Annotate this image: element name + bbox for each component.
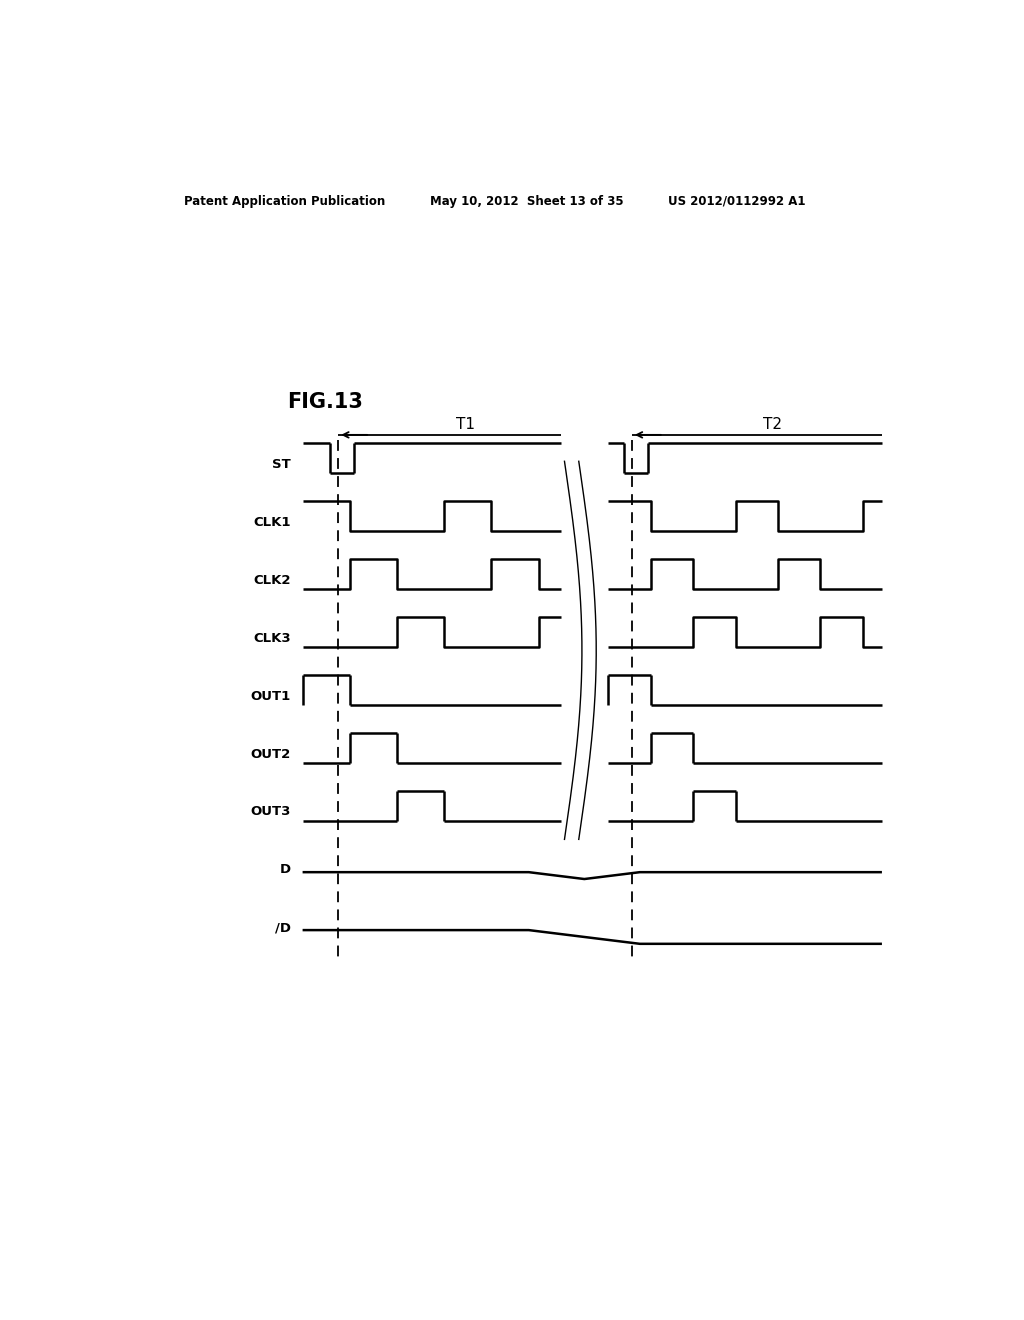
Text: ST: ST [272, 458, 291, 471]
Text: Patent Application Publication: Patent Application Publication [183, 194, 385, 207]
Text: FIG.13: FIG.13 [287, 392, 362, 412]
Text: CLK2: CLK2 [253, 574, 291, 586]
Text: T2: T2 [763, 417, 782, 432]
Text: /D: /D [274, 921, 291, 935]
Text: US 2012/0112992 A1: US 2012/0112992 A1 [668, 194, 805, 207]
Text: OUT1: OUT1 [251, 689, 291, 702]
Text: OUT2: OUT2 [251, 747, 291, 760]
Text: May 10, 2012  Sheet 13 of 35: May 10, 2012 Sheet 13 of 35 [430, 194, 624, 207]
Text: D: D [280, 863, 291, 876]
Text: T1: T1 [456, 417, 475, 432]
Text: OUT3: OUT3 [250, 805, 291, 818]
Text: CLK1: CLK1 [253, 516, 291, 529]
Text: CLK3: CLK3 [253, 632, 291, 644]
